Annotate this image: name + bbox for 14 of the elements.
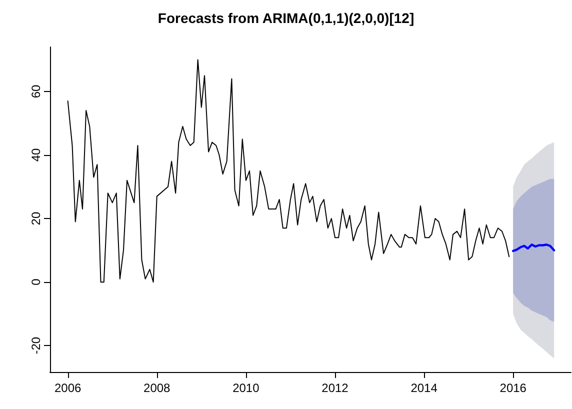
y-tick-label: 60 — [29, 84, 43, 98]
chart-title: Forecasts from ARIMA(0,1,1)(2,0,0)[12] — [158, 10, 414, 26]
y-tick-label: 20 — [29, 212, 43, 226]
x-tick-label: 2012 — [322, 381, 349, 395]
y-tick-label: 40 — [29, 148, 43, 162]
x-tick-label: 2008 — [144, 381, 171, 395]
y-tick-label: 0 — [29, 278, 43, 286]
x-tick-label: 2006 — [54, 381, 82, 395]
line-series — [512, 244, 556, 252]
line-series — [67, 59, 510, 283]
x-tick-label: 2014 — [410, 381, 438, 395]
x-tick-label: 2016 — [500, 381, 527, 395]
x-tick-label: 2010 — [232, 381, 260, 395]
y-tick-label: -20 — [29, 336, 43, 354]
